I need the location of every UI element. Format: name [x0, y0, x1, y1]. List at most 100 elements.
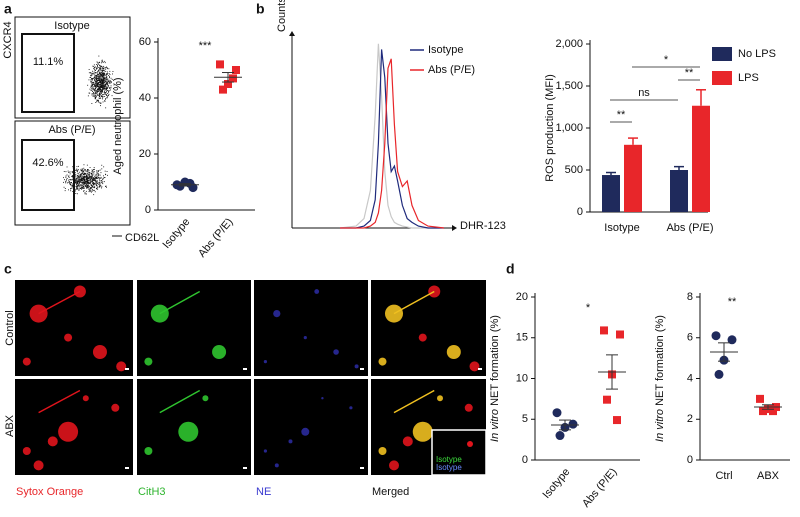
flow-dot	[92, 188, 93, 190]
flow-dot	[95, 97, 96, 99]
flow-dot	[104, 81, 106, 83]
flow-dot	[99, 180, 101, 181]
flow-dot	[80, 174, 81, 175]
flow-dot	[86, 187, 87, 189]
flow-dot	[95, 185, 97, 187]
flow-dot	[91, 73, 93, 75]
cell-blob	[263, 360, 267, 364]
flow-dot	[107, 96, 109, 98]
flow-dot	[103, 78, 104, 80]
flow-dot	[91, 173, 93, 175]
flow-dot	[102, 85, 104, 87]
flow-dot	[103, 175, 104, 177]
flow-dot	[99, 77, 101, 78]
flow-dot	[99, 64, 100, 66]
flow-dot	[107, 80, 109, 82]
cell-blob	[263, 449, 267, 453]
flow-dot	[98, 86, 99, 87]
flow-dot	[95, 66, 97, 68]
flow-dot	[90, 187, 92, 189]
flow-dot	[92, 183, 94, 185]
flow-dot	[100, 80, 102, 82]
flow-dot	[78, 180, 80, 181]
flow-dot	[93, 167, 95, 168]
flow-dot	[77, 188, 79, 190]
flow-dot	[84, 175, 86, 177]
flow-dot	[108, 85, 109, 87]
flow-dot	[96, 178, 98, 180]
y-axis-label-text: NET formation (%)	[489, 315, 501, 406]
y-axis-label: Counts	[276, 0, 288, 32]
flow-dot	[82, 187, 83, 188]
flow-dot	[105, 185, 107, 187]
flow-dot	[102, 74, 104, 75]
flow-dot	[97, 83, 99, 84]
flow-dot	[110, 77, 112, 79]
cell-blob	[389, 460, 399, 471]
point	[603, 395, 611, 404]
flow-dot	[85, 181, 87, 183]
flow-dot	[103, 181, 105, 183]
flow-dot	[88, 72, 90, 74]
flow-dot	[104, 101, 106, 102]
cell-blob	[321, 397, 324, 400]
flow-dot	[99, 94, 101, 96]
flow-dot	[70, 184, 71, 185]
flow-dot	[94, 69, 96, 71]
flow-dot	[99, 73, 101, 75]
flow-dot	[96, 180, 98, 181]
flow-dot	[93, 180, 95, 181]
point	[229, 74, 237, 83]
flow-dot	[98, 95, 100, 97]
flow-dot	[100, 172, 102, 174]
annotation: ns	[638, 87, 650, 99]
flow-dot	[93, 184, 95, 186]
flow-dot	[109, 82, 110, 84]
flow-dot	[83, 190, 85, 192]
row-label: Control	[4, 310, 16, 345]
y-tick-label: 20	[516, 291, 528, 303]
y-axis-label-text: Aged neutrophil (%)	[112, 77, 124, 174]
cell-blob	[288, 439, 293, 444]
flow-dot	[92, 82, 93, 83]
flow-dot	[106, 67, 108, 69]
flow-dot	[97, 90, 99, 91]
flow-dot	[91, 89, 92, 91]
flow-dot	[71, 182, 72, 184]
x-tick-label: Isotype	[541, 466, 573, 501]
flow-dot	[92, 172, 94, 173]
flow-dot	[91, 169, 93, 171]
flow-dot	[104, 88, 106, 89]
flow-dot	[72, 171, 73, 173]
flow-dot	[86, 183, 88, 185]
flow-dot	[100, 70, 102, 71]
net-strand	[393, 290, 435, 315]
flow-dot	[93, 68, 95, 70]
flow-dot	[80, 173, 82, 175]
flow-dot	[99, 169, 101, 171]
flow-dot	[98, 89, 100, 91]
flow-dot	[88, 191, 90, 193]
flow-dot	[93, 81, 95, 83]
flow-dot	[99, 80, 101, 82]
flow-dot	[88, 92, 90, 94]
flow-dot	[78, 179, 79, 181]
flow-dot	[78, 185, 79, 186]
flow-dot	[83, 173, 84, 175]
flow-dot	[97, 76, 99, 77]
flow-dot	[100, 83, 102, 85]
flow-dot	[87, 184, 89, 186]
flow-dot	[83, 188, 85, 189]
cell-blob	[314, 289, 320, 294]
flow-dot	[88, 184, 90, 186]
flow-dot	[68, 172, 70, 173]
flow-dot	[78, 185, 80, 187]
flow-dot	[93, 89, 95, 91]
flow-dot	[85, 185, 87, 187]
flow-dot	[99, 65, 101, 66]
flow-dot	[79, 181, 81, 183]
flow-dot	[99, 71, 101, 73]
annotation: **	[728, 296, 737, 308]
flow-dot	[105, 107, 107, 109]
flow-dot	[77, 185, 79, 187]
